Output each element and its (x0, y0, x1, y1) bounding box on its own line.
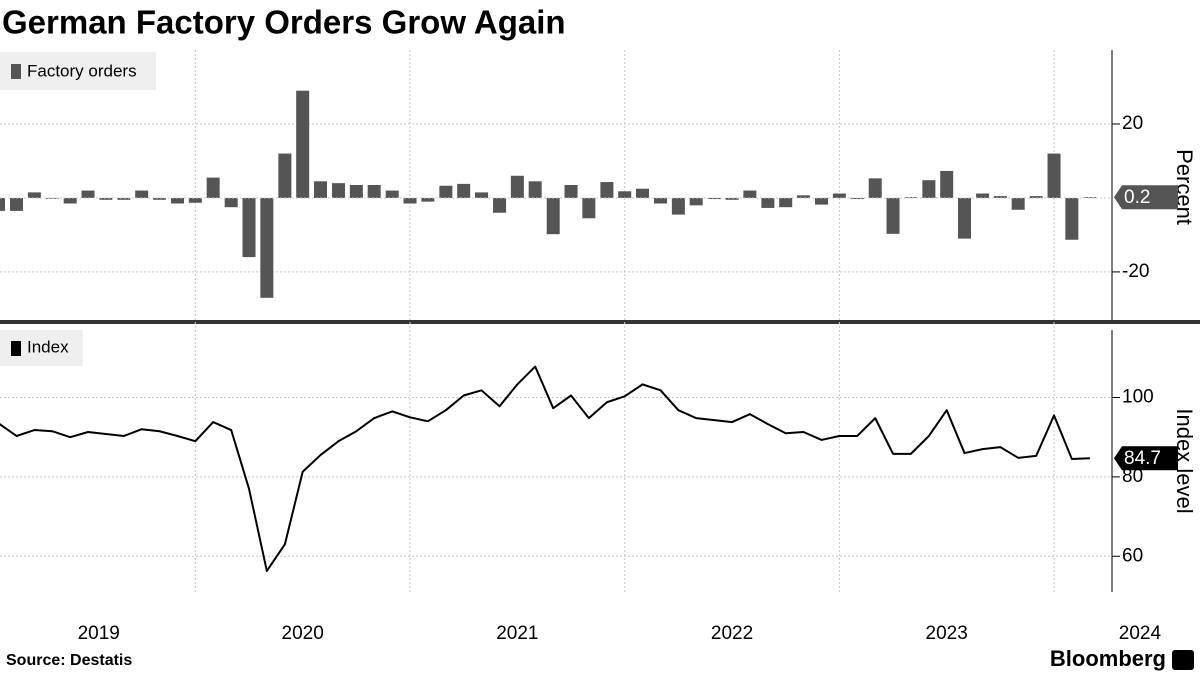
source: Source: Destatis (6, 652, 132, 669)
line (0, 365, 1090, 572)
bar (224, 197, 238, 208)
bar (779, 197, 793, 208)
bar (135, 190, 149, 198)
bar (10, 197, 24, 211)
bar (761, 197, 775, 208)
bar (367, 185, 381, 198)
bar (654, 197, 668, 204)
bar (27, 192, 41, 198)
bar (832, 193, 846, 198)
legend-swatch (11, 64, 21, 79)
bar (385, 190, 399, 198)
bar (582, 197, 596, 219)
bar (868, 178, 882, 198)
legend-box (0, 52, 156, 90)
bar (296, 90, 310, 198)
bar (63, 197, 77, 204)
bar (117, 197, 131, 200)
bar (671, 197, 685, 215)
bar (600, 182, 614, 198)
bar (922, 180, 936, 198)
bar (457, 183, 471, 198)
bar (332, 183, 346, 198)
x-tick-label: 2021 (496, 623, 538, 644)
x-tick-label: 2022 (711, 623, 753, 644)
bar (314, 181, 328, 198)
bar (636, 188, 650, 198)
bar (1029, 196, 1043, 198)
bar (510, 175, 524, 198)
value-tag (1114, 185, 1178, 210)
bar (725, 197, 739, 200)
legend-label: Index (27, 337, 69, 356)
bar (528, 181, 542, 198)
bar (81, 190, 95, 198)
bar (850, 197, 864, 200)
legend-swatch (11, 341, 21, 356)
plot-area (0, 90, 1097, 298)
x-tick-label: 2019 (78, 623, 120, 644)
bar (278, 153, 292, 198)
value-tag-label: 0.2 (1124, 187, 1150, 208)
legend-label: Factory orders (27, 61, 137, 80)
plot-area (0, 365, 1090, 572)
y-tick-label: -20 (1122, 261, 1149, 282)
bar (707, 197, 721, 200)
bar (618, 191, 632, 198)
bar (242, 197, 256, 258)
bar (1065, 197, 1079, 240)
bar (403, 197, 417, 204)
bar (993, 196, 1007, 198)
value-tag (1114, 446, 1178, 471)
x-tick-label: 2020 (282, 623, 324, 644)
y-tick-label: 80 (1122, 466, 1143, 487)
bar (1047, 153, 1061, 198)
bar (940, 170, 954, 198)
bar (797, 195, 811, 198)
bar (743, 190, 757, 198)
bar (171, 197, 185, 204)
bar (188, 197, 202, 203)
bar (349, 185, 363, 198)
x-tick-label: 2023 (926, 623, 968, 644)
bar (260, 197, 274, 298)
bar (0, 197, 5, 211)
bar (493, 197, 507, 213)
value-tag-label: 84.7 (1124, 448, 1161, 469)
chart-title: German Factory Orders Grow Again (2, 4, 566, 41)
bar (99, 197, 113, 200)
bar (206, 177, 220, 198)
bar (421, 197, 435, 202)
bar (958, 197, 972, 239)
y-tick-label: 20 (1122, 113, 1143, 134)
bar (1011, 197, 1025, 210)
bar (475, 192, 489, 198)
y-tick-label: 60 (1122, 545, 1143, 566)
bar (689, 197, 703, 206)
bar (976, 193, 990, 198)
bar (886, 197, 900, 234)
bar (439, 185, 453, 198)
x-tick-label: 2024 (1119, 623, 1162, 644)
bar (546, 197, 560, 235)
brand: Bloomberg (1050, 646, 1166, 671)
y-tick-label: 100 (1122, 387, 1154, 408)
bar (815, 197, 829, 205)
bar (153, 197, 167, 200)
bar (564, 185, 578, 198)
brand-icon (1172, 650, 1194, 670)
bar (904, 197, 918, 199)
